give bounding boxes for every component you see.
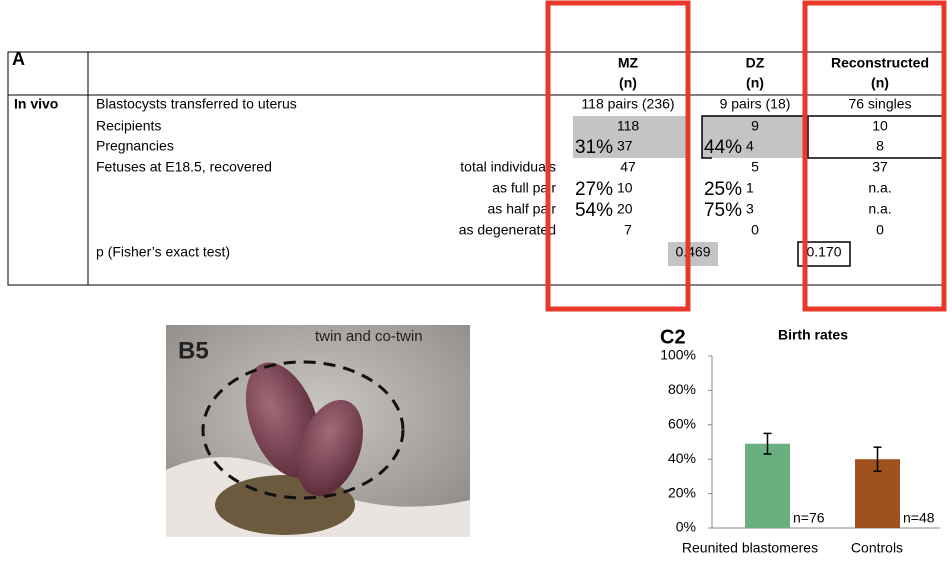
caption: twin and co-twin [315, 328, 423, 345]
x-tick-label: Reunited blastomeres [682, 540, 818, 556]
row-sublabel: total individuals [460, 159, 556, 175]
y-tick-label: 0% [676, 519, 696, 535]
row-sublabel: as degenerated [459, 222, 556, 238]
shade [702, 116, 808, 158]
p-value: 0.469 [675, 244, 710, 260]
cell: 9 pairs (18) [720, 96, 791, 112]
cell: 10 [872, 118, 888, 134]
cell: 5 [751, 159, 759, 175]
column-unit: (n) [746, 75, 764, 91]
shade [668, 242, 718, 266]
row-label: Fetuses at E18.5, recovered [96, 159, 272, 175]
percent: 54% [575, 200, 613, 221]
box [797, 241, 851, 267]
cell: 37 [617, 138, 633, 154]
percent: 75% [704, 200, 742, 221]
cell: 1 [746, 180, 754, 196]
cell: 118 pairs (236) [581, 96, 674, 112]
cell: 7 [624, 222, 632, 238]
row-sublabel: as half pair [488, 201, 557, 217]
section-label: In vivo [14, 96, 58, 112]
y-tick-label: 20% [668, 484, 696, 500]
cell: 37 [872, 159, 888, 175]
photo-embryo [297, 399, 363, 497]
cell: 47 [620, 159, 636, 175]
cell: 20 [617, 201, 633, 217]
y-tick-label: 100% [660, 347, 696, 363]
row-label: Recipients [96, 118, 161, 134]
highlight [802, 0, 947, 312]
percent: 27% [575, 179, 613, 200]
column-unit: (n) [871, 75, 889, 91]
cell: n.a. [868, 201, 891, 217]
column-unit: (n) [619, 75, 637, 91]
percent: 25% [704, 179, 742, 200]
column-header: MZ [618, 55, 639, 71]
panel-label: B5 [178, 337, 209, 364]
row-label: p (Fisher’s exact test) [96, 244, 230, 260]
bar [745, 443, 790, 528]
row-sublabel: as full pair [492, 180, 556, 196]
shade [573, 116, 688, 158]
percent: 44% [704, 137, 742, 158]
percent: 31% [575, 137, 613, 158]
cell: 3 [746, 201, 754, 217]
annotation: n=48 [903, 510, 935, 526]
y-tick-label: 80% [668, 381, 696, 397]
column-header: DZ [746, 55, 765, 71]
box [701, 115, 808, 159]
x-tick-label: Controls [851, 540, 903, 556]
highlight [545, 0, 691, 312]
cell: 0 [751, 222, 759, 238]
cell: n.a. [868, 180, 891, 196]
cell: 10 [617, 180, 633, 196]
panel-label: C2 [660, 326, 686, 348]
row-label: Pregnancies [96, 138, 174, 154]
annotation: n=76 [793, 510, 825, 526]
dashed-ellipse [201, 360, 405, 500]
column-header: Reconstructed [831, 55, 929, 71]
cell: 0 [876, 222, 884, 238]
chart-title: Birth rates [778, 327, 848, 343]
cell: 9 [751, 118, 759, 134]
cell: 4 [746, 138, 754, 154]
row-label: Blastocysts transferred to uterus [96, 96, 297, 112]
cell: 8 [876, 138, 884, 154]
y-tick-label: 40% [668, 450, 696, 466]
cell: 76 singles [848, 96, 911, 112]
p-value: 0.170 [806, 244, 841, 260]
cell: 118 [617, 118, 640, 134]
y-tick-label: 60% [668, 416, 696, 432]
panel-label: A [12, 49, 25, 69]
